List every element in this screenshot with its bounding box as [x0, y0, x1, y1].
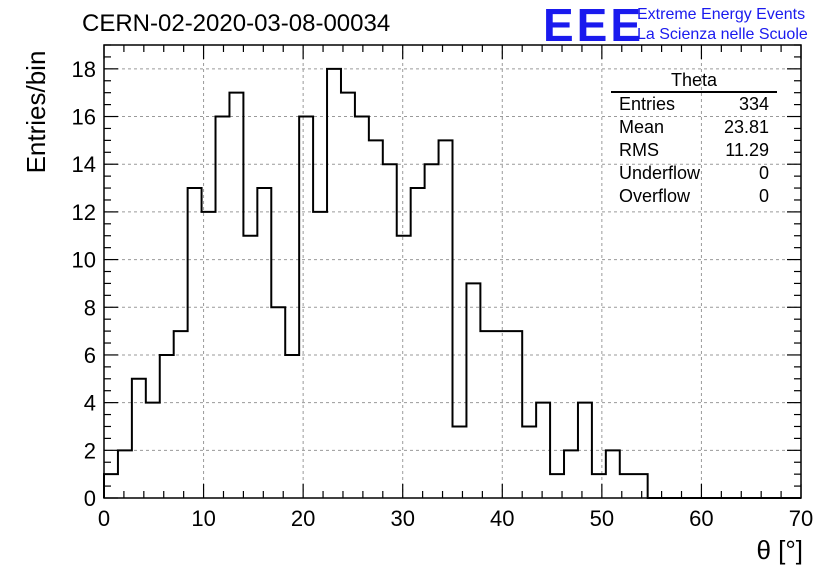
brand-line-1: Extreme Energy Events — [637, 6, 806, 23]
histogram-bin — [522, 426, 536, 498]
x-tick-label: 60 — [689, 506, 713, 531]
y-tick-label: 0 — [84, 486, 96, 511]
histogram-bin — [480, 331, 494, 498]
stats-box: Theta Entries 334 Mean 23.81 RMS 11.29 U… — [611, 70, 777, 208]
histogram-bin — [216, 117, 230, 498]
x-tick-label: 50 — [590, 506, 614, 531]
histogram-bin — [341, 93, 355, 498]
histogram-bin — [271, 307, 285, 498]
histogram-bin — [313, 212, 327, 498]
x-tick-label: 40 — [490, 506, 514, 531]
histogram-bin — [494, 331, 508, 498]
histogram-bin — [466, 283, 480, 498]
histogram-bin — [592, 474, 606, 498]
x-tick-label: 0 — [98, 506, 110, 531]
histogram-bin — [243, 236, 257, 498]
y-tick-label: 10 — [72, 248, 96, 273]
y-tick-label: 14 — [72, 152, 96, 177]
y-tick-label: 4 — [84, 391, 96, 416]
stats-row-overflow: Overflow 0 — [611, 185, 777, 208]
stats-label: Mean — [619, 117, 665, 137]
stats-value: 23.81 — [723, 117, 769, 137]
y-tick-label: 18 — [72, 57, 96, 82]
stats-row-rms: RMS 11.29 — [611, 139, 777, 162]
eee-logo: EEE — [543, 0, 645, 51]
histogram-bin — [564, 450, 578, 498]
histogram-bin — [355, 117, 369, 498]
histogram-bin — [327, 69, 341, 498]
histogram-bin — [132, 379, 146, 498]
histogram-bin — [453, 426, 467, 498]
histogram-bin — [229, 93, 243, 498]
histogram-bin — [146, 403, 160, 498]
histogram-bin — [299, 117, 313, 498]
x-tick-label: 30 — [390, 506, 414, 531]
stats-row-entries: Entries 334 — [611, 93, 777, 116]
histogram-bin — [578, 403, 592, 498]
stats-label: Overflow — [619, 186, 691, 206]
histogram-bin — [383, 164, 397, 498]
x-tick-label: 10 — [191, 506, 215, 531]
stats-value: 334 — [738, 94, 769, 114]
histogram-bin — [285, 355, 299, 498]
stats-value: 0 — [758, 163, 769, 183]
y-tick-label: 8 — [84, 295, 96, 320]
histogram-bin — [439, 140, 453, 498]
y-tick-label: 16 — [72, 105, 96, 130]
histogram-bin — [369, 140, 383, 498]
y-tick-label: 12 — [72, 200, 96, 225]
x-tick-label: 70 — [789, 506, 813, 531]
stats-value: 0 — [758, 186, 769, 206]
histogram-bin — [606, 450, 620, 498]
x-axis-label: θ [°] — [756, 535, 803, 565]
stats-row-underflow: Underflow 0 — [611, 162, 777, 185]
histogram-bin — [425, 164, 439, 498]
histogram-bin — [257, 188, 271, 498]
histogram-bin — [160, 355, 174, 498]
stats-label: RMS — [619, 140, 659, 160]
x-tick-label: 20 — [291, 506, 315, 531]
y-tick-label: 2 — [84, 438, 96, 463]
stats-label: Entries — [619, 94, 676, 114]
y-tick-label: 6 — [84, 343, 96, 368]
histogram-bin — [508, 331, 522, 498]
stats-row-mean: Mean 23.81 — [611, 116, 777, 139]
chart-title: CERN-02-2020-03-08-00034 — [82, 10, 391, 37]
stats-label: Underflow — [619, 163, 701, 183]
histogram-bin — [174, 331, 188, 498]
histogram-bin — [397, 236, 411, 498]
histogram-bin — [634, 474, 648, 498]
stats-value: 11.29 — [725, 140, 769, 160]
histogram-bin — [536, 403, 550, 498]
brand-line-2: La Scienza nelle Scuole — [637, 26, 808, 43]
histogram-bin — [202, 212, 216, 498]
stats-title: Theta — [611, 70, 777, 93]
histogram-bin — [118, 450, 132, 498]
histogram-outline — [103, 67, 801, 499]
histogram-bin — [188, 188, 202, 498]
histogram-bin — [411, 188, 425, 498]
